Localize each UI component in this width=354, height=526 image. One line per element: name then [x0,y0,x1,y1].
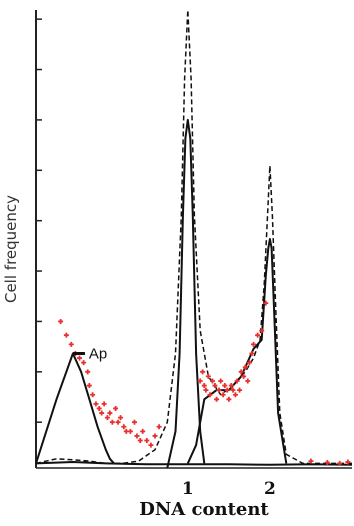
data-point [156,424,162,430]
data-point [63,332,69,338]
data-point [118,415,124,421]
data-point [137,438,143,444]
series-layer [35,9,353,469]
dashed-series-line-0 [35,9,352,465]
data-point [216,387,222,393]
data-point [96,405,102,411]
y-axis-label: Cell frequency [2,195,20,303]
data-point [201,383,207,389]
data-point [241,373,247,379]
data-point [324,460,330,466]
data-point [209,378,215,384]
data-point [121,424,127,430]
data-point [228,383,234,389]
data-point [99,410,105,416]
data-point [68,341,74,347]
data-point [127,428,133,434]
data-point [222,383,228,389]
data-point [207,392,213,398]
data-point [104,415,110,421]
data-point [237,387,243,393]
annotation-label: Ap [89,346,107,363]
data-point [345,459,351,465]
data-point [140,428,146,434]
data-point [200,369,206,375]
y-axis-ticks [36,18,42,423]
data-point [109,419,115,425]
data-point [263,300,269,306]
data-point [212,383,218,389]
data-point [81,360,87,366]
data-point [93,401,99,407]
solid-series-line-1 [35,352,115,465]
solid-series-line-3 [186,238,288,464]
x-axis-label: DNA content [139,499,269,520]
data-point [131,419,137,425]
data-point [226,396,232,402]
data-point [251,341,257,347]
data-point [220,392,226,398]
data-point [77,355,83,361]
data-point [224,387,230,393]
data-point [113,405,119,411]
data-point [205,373,211,379]
data-point [101,401,107,407]
scatter-points [58,300,351,466]
solid-series-line-2 [166,118,206,469]
data-point [148,442,154,448]
data-point [230,387,236,393]
x-tick-label: 1 [182,479,194,499]
data-point [337,460,343,466]
data-point [85,369,91,375]
ap-annotation: Ap [72,346,107,363]
data-point [259,328,265,334]
x-tick-label: 2 [264,479,276,499]
solid-series-line-4 [35,461,353,466]
data-point [214,396,220,402]
chart-axes [35,10,352,469]
data-point [234,378,240,384]
data-point [90,392,96,398]
data-point [218,378,224,384]
data-point [197,378,203,384]
data-point [203,387,209,393]
data-point [238,369,244,375]
data-point [255,332,261,338]
data-point [249,351,255,356]
data-point [58,318,64,324]
data-point [115,419,121,425]
data-point [242,364,248,370]
data-point [308,458,314,464]
data-point [152,433,158,439]
data-point [144,438,150,444]
data-point [246,360,252,366]
data-point [232,392,238,398]
data-point [86,383,92,389]
data-point [134,433,140,439]
data-point [107,410,113,416]
data-point [245,378,251,384]
